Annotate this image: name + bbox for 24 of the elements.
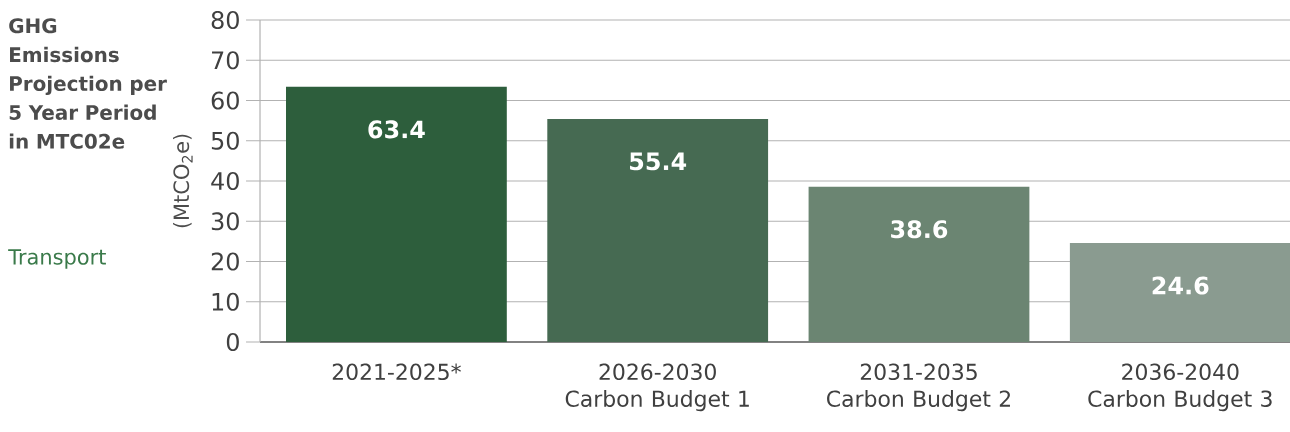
y-axis-title: (MtCO$_{2}$e)	[173, 134, 193, 228]
y-tick-label: 10	[212, 292, 239, 311]
bar	[286, 86, 507, 342]
y-tick-label: 20	[211, 252, 239, 271]
x-tick-label: 2036-2040 Carbon Budget 3	[1088, 363, 1272, 412]
text: Transport	[8, 249, 106, 269]
data-label: 38.6	[891, 220, 948, 239]
bar	[547, 119, 769, 342]
bar	[1069, 242, 1290, 342]
y-tick-label: 30	[211, 212, 239, 231]
x-tick-label: 2031-2035 Carbon Budget 2	[827, 363, 1010, 412]
bar	[808, 186, 1030, 342]
x-tick-label: 2026-2030 Carbon Budget 1	[565, 363, 749, 412]
x-tick-label: 2021-2025*	[332, 363, 461, 381]
y-tick-label: 60	[211, 91, 239, 110]
y-tick-label: 80	[211, 10, 239, 30]
y-tick-label: 0	[226, 332, 239, 352]
y-tick-label: 70	[212, 51, 239, 70]
data-label: 55.4	[630, 152, 687, 171]
y-tick-label: 40	[211, 171, 239, 191]
y-tick-label: 50	[211, 131, 239, 150]
text: GHG Emissions Projection per 5 Year Period in MTC02e	[9, 18, 167, 149]
data-label: 63.4	[368, 120, 425, 139]
data-label: 24.6	[1152, 276, 1209, 295]
